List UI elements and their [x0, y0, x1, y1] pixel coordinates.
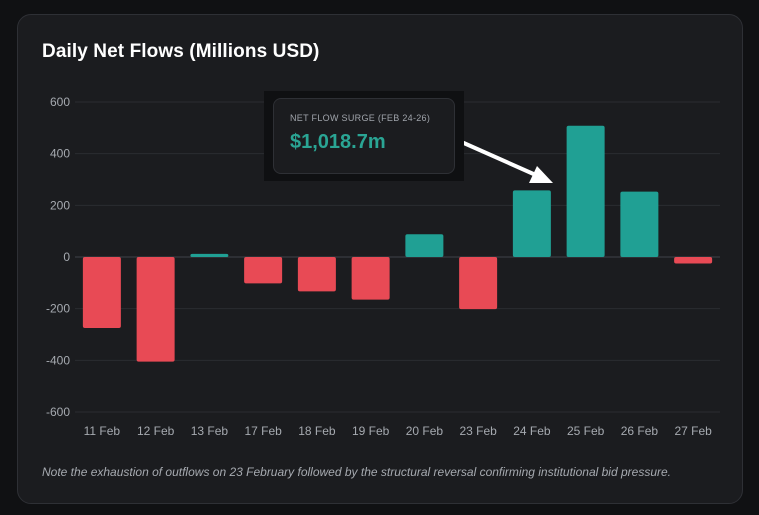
- x-tick-label: 25 Feb: [567, 424, 605, 438]
- x-tick-label: 17 Feb: [244, 424, 282, 438]
- y-tick-label: -400: [46, 353, 70, 367]
- chart-title: Daily Net Flows (Millions USD): [42, 41, 320, 62]
- y-tick-label: 400: [50, 147, 70, 161]
- bar-12-feb[interactable]: [136, 257, 175, 362]
- y-tick-label: 200: [50, 198, 70, 212]
- annotation-value: $1,018.7m: [290, 131, 386, 153]
- x-tick-label: 24 Feb: [513, 424, 551, 438]
- y-tick-label: 0: [63, 250, 70, 264]
- x-tick-label: 12 Feb: [137, 424, 175, 438]
- x-tick-label: 26 Feb: [621, 424, 659, 438]
- y-tick-label: -200: [46, 302, 70, 316]
- bar-19-feb[interactable]: [351, 257, 390, 300]
- bar-11-feb[interactable]: [82, 257, 121, 329]
- x-tick-label: 11 Feb: [84, 424, 121, 438]
- bar-24-feb[interactable]: [512, 190, 551, 257]
- annotation-callout: NET FLOW SURGE (FEB 24-26) $1,018.7m: [264, 91, 464, 181]
- annotation-arrow: [455, 138, 540, 178]
- y-tick-label: 600: [50, 95, 70, 109]
- x-tick-label: 19 Feb: [352, 424, 390, 438]
- bar-17-feb[interactable]: [244, 257, 283, 284]
- x-tick-label: 27 Feb: [674, 424, 712, 438]
- bar-13-feb[interactable]: [190, 253, 229, 257]
- chart-note: Note the exhaustion of outflows on 23 Fe…: [42, 465, 671, 479]
- annotation-label: NET FLOW SURGE (FEB 24-26): [290, 113, 431, 123]
- annotation-box: NET FLOW SURGE (FEB 24-26) $1,018.7m: [273, 98, 455, 174]
- bar-20-feb[interactable]: [405, 234, 444, 257]
- bar-18-feb[interactable]: [297, 257, 336, 292]
- bar-25-feb[interactable]: [566, 125, 605, 258]
- bar-23-feb[interactable]: [459, 257, 498, 310]
- x-tick-label: 13 Feb: [191, 424, 229, 438]
- x-tick-label: 20 Feb: [406, 424, 444, 438]
- annotation-arrowhead: [529, 166, 553, 183]
- x-tick-label: 23 Feb: [459, 424, 497, 438]
- bar-26-feb[interactable]: [620, 191, 659, 257]
- x-tick-label: 18 Feb: [298, 424, 336, 438]
- bar-27-feb[interactable]: [674, 257, 713, 264]
- y-tick-label: -600: [46, 405, 70, 419]
